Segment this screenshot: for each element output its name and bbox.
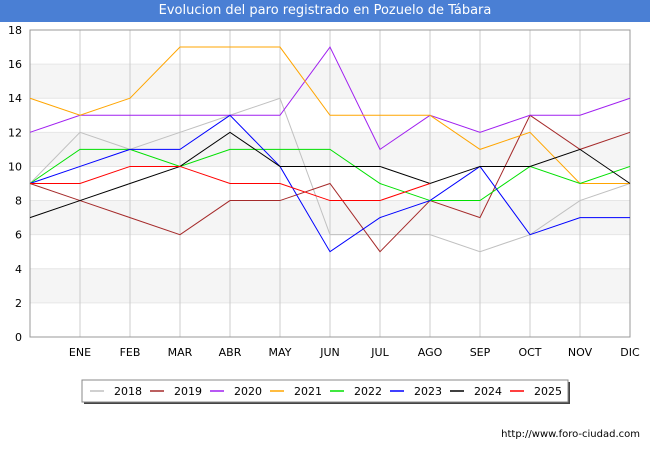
x-tick-label: MAR (168, 346, 193, 359)
footer-url: http://www.foro-ciudad.com (501, 429, 640, 440)
y-tick-label: 4 (15, 263, 22, 276)
legend-label-2022: 2022 (354, 385, 382, 398)
legend-box (81, 379, 569, 403)
x-tick-label: MAY (269, 346, 292, 359)
legend-label-2025: 2025 (534, 385, 562, 398)
y-tick-label: 18 (8, 24, 22, 37)
legend-label-2021: 2021 (294, 385, 322, 398)
y-tick-label: 14 (8, 92, 22, 105)
x-tick-label: OCT (518, 346, 541, 359)
series-line-2024 (29, 131, 631, 219)
series-line-2020 (29, 46, 631, 151)
y-tick-label: 2 (15, 297, 22, 310)
y-tick-label: 0 (15, 331, 22, 344)
y-tick-label: 16 (8, 58, 22, 71)
series-line-2025 (30, 165, 431, 202)
y-axis-ticks: 0 2 4 6 8 10 12 14 16 18 (8, 24, 22, 344)
x-tick-label: AGO (418, 346, 443, 359)
series-line-2023 (29, 114, 630, 253)
x-tick-label: ENE (69, 346, 91, 359)
x-tick-label: JUL (370, 346, 389, 359)
legend-label-2018: 2018 (114, 385, 142, 398)
x-tick-label: SEP (470, 346, 491, 359)
legend: 2018 2019 2020 2021 2022 2023 2024 2025 (81, 379, 570, 404)
x-tick-label: JUN (319, 346, 340, 359)
y-tick-label: 12 (8, 126, 22, 139)
legend-label-2024: 2024 (474, 385, 502, 398)
x-tick-label: DIC (620, 346, 640, 359)
legend-label-2023: 2023 (414, 385, 442, 398)
series-line-2021 (29, 46, 630, 184)
y-tick-label: 10 (8, 160, 22, 173)
x-tick-label: NOV (568, 346, 593, 359)
x-tick-label: FEB (120, 346, 141, 359)
y-tick-label: 8 (15, 195, 22, 208)
legend-label-2020: 2020 (234, 385, 262, 398)
x-axis-ticks: ENE FEB MAR ABR MAY JUN JUL AGO SEP OCT NOV DIC (69, 346, 640, 359)
series-lines (29, 46, 631, 253)
chart-title: Evolucion del paro registrado en Pozuelo… (0, 0, 650, 22)
legend-label-2019: 2019 (174, 385, 202, 398)
y-tick-label: 6 (15, 229, 22, 242)
x-tick-label: ABR (219, 346, 242, 359)
